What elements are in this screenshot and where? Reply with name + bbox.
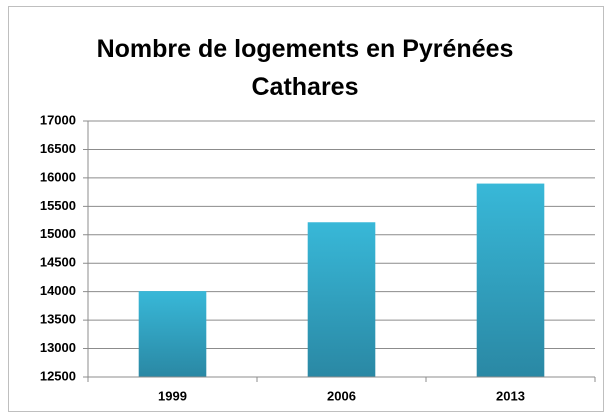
y-tick-label: 12500 xyxy=(40,368,76,383)
chart-frame xyxy=(8,6,604,412)
x-tick-label: 2006 xyxy=(327,388,356,403)
y-tick-label: 15500 xyxy=(40,198,76,213)
y-tick-label: 13000 xyxy=(40,340,76,355)
chart-title: Nombre de logements en Pyrénées Cathares xyxy=(96,35,514,101)
x-tick-label: 1999 xyxy=(158,388,187,403)
y-tick-label: 17000 xyxy=(40,112,76,127)
y-tick-label: 13500 xyxy=(40,312,76,327)
bar xyxy=(476,183,545,377)
y-tick-label: 14000 xyxy=(40,283,76,298)
y-tick-label: 15000 xyxy=(40,226,76,241)
x-tick-label: 2013 xyxy=(496,388,525,403)
bar xyxy=(307,222,376,377)
y-tick-label: 16500 xyxy=(40,141,76,156)
y-tick-label: 16000 xyxy=(40,169,76,184)
bar xyxy=(138,291,207,377)
y-tick-label: 14500 xyxy=(40,255,76,270)
